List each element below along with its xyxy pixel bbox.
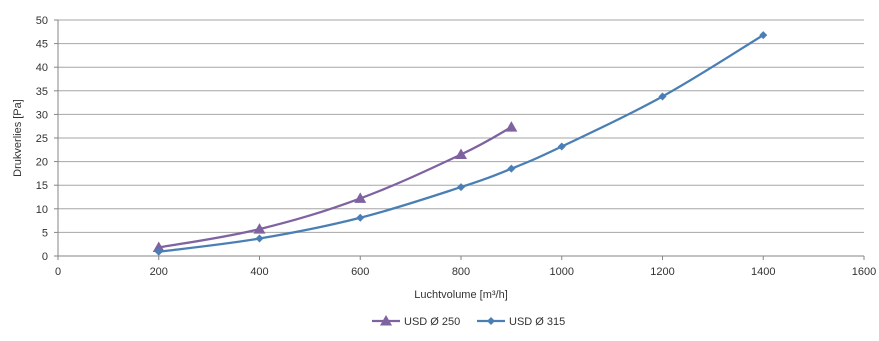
legend-item: USD Ø 250 bbox=[372, 315, 460, 328]
x-tick-label: 0 bbox=[55, 266, 61, 278]
data-point bbox=[557, 142, 566, 151]
y-tick-label: 50 bbox=[36, 15, 48, 27]
data-point bbox=[658, 92, 667, 101]
x-tick-label: 200 bbox=[150, 266, 168, 278]
x-tick-label: 1400 bbox=[751, 266, 775, 278]
y-tick-label: 20 bbox=[36, 157, 48, 169]
x-tick-label: 800 bbox=[452, 266, 470, 278]
x-tick-label: 1600 bbox=[852, 266, 876, 278]
data-point bbox=[253, 223, 266, 234]
x-tick-label: 400 bbox=[250, 266, 268, 278]
y-tick-label: 45 bbox=[36, 39, 48, 51]
data-point bbox=[152, 241, 165, 253]
series-2 bbox=[154, 31, 768, 256]
legend: USD Ø 250 USD Ø 315 bbox=[372, 315, 565, 328]
data-point bbox=[759, 31, 768, 40]
legend-marker bbox=[380, 315, 392, 326]
y-tick-label: 10 bbox=[36, 204, 48, 216]
y-tick-label: 25 bbox=[36, 133, 48, 145]
x-tick-label: 1200 bbox=[650, 266, 674, 278]
legend-label: USD Ø 250 bbox=[404, 316, 460, 328]
legend-label: USD Ø 315 bbox=[509, 316, 565, 328]
series-line bbox=[158, 126, 512, 249]
legend-item: USD Ø 315 bbox=[477, 316, 565, 328]
x-tick-label: 600 bbox=[351, 266, 369, 278]
y-tick-label: 0 bbox=[42, 251, 48, 263]
data-point bbox=[255, 234, 264, 243]
data-point bbox=[154, 247, 163, 256]
data-point bbox=[354, 192, 367, 203]
y-tick-label: 15 bbox=[36, 180, 48, 192]
gridlines bbox=[58, 19, 864, 233]
y-tick-labels: 0 5 10 15 20 25 30 35 40 45 50 bbox=[36, 15, 58, 263]
series-layer bbox=[152, 31, 768, 256]
y-tick-label: 35 bbox=[36, 86, 48, 98]
y-axis-title: Drukverlies [Pa] bbox=[12, 99, 24, 177]
x-tick-labels: 0 200 400 600 800 1000 1200 1400 1600 bbox=[55, 256, 876, 278]
legend-marker bbox=[487, 317, 495, 325]
y-tick-label: 30 bbox=[36, 109, 48, 121]
data-point bbox=[457, 183, 465, 192]
data-point bbox=[507, 164, 516, 173]
series-1 bbox=[152, 121, 518, 253]
data-point bbox=[455, 148, 467, 160]
data-point bbox=[356, 213, 365, 222]
y-tick-label: 40 bbox=[36, 62, 48, 74]
x-tick-label: 1000 bbox=[550, 266, 574, 278]
data-point bbox=[505, 121, 518, 132]
x-axis-title: Luchtvolume [m³/h] bbox=[414, 289, 508, 301]
y-tick-label: 5 bbox=[42, 227, 48, 239]
